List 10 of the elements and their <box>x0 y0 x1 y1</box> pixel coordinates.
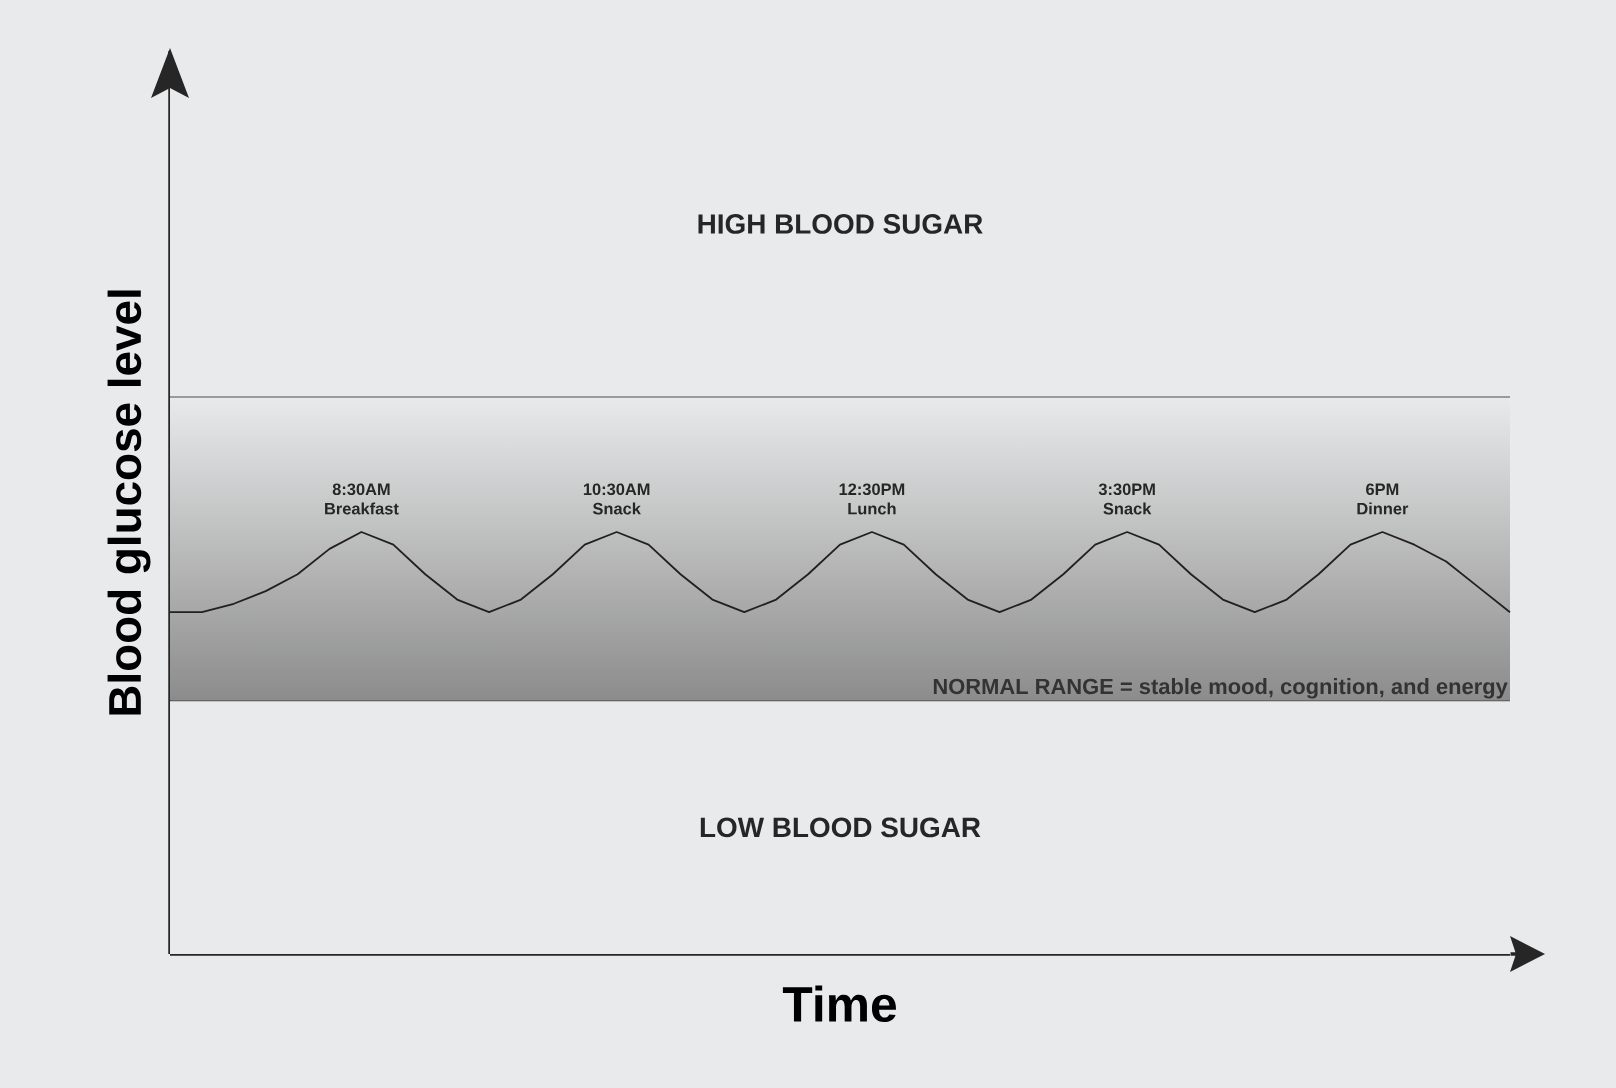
text: 6PM Dinner <box>1357 483 1409 515</box>
band-label: NORMAL RANGE = stable mood, cognition, and energy <box>933 678 1508 699</box>
band-label: HIGH BLOOD SUGAR <box>698 214 983 234</box>
x-axis-title: Time <box>782 985 896 1023</box>
y-axis-title: Blood glucose level <box>107 290 151 715</box>
band-label: LOW BLOOD SUGAR <box>700 817 981 838</box>
text: 8:30AM Breakfast <box>325 483 399 515</box>
text: 3:30PM Snack <box>1098 483 1155 515</box>
text: 10:30AM Snack <box>583 483 650 515</box>
text: 12:30PM Lunch <box>839 483 905 515</box>
